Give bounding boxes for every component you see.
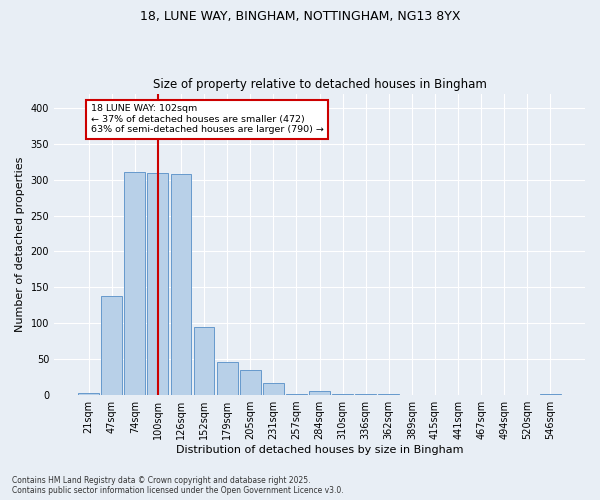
Bar [78,393,99,395]
Text: Contains HM Land Registry data © Crown copyright and database right 2025.
Contai: Contains HM Land Registry data © Crown c… [12,476,344,495]
Bar [217,362,238,395]
Bar [379,394,399,395]
Title: Size of property relative to detached houses in Bingham: Size of property relative to detached ho… [152,78,487,91]
Y-axis label: Number of detached properties: Number of detached properties [15,156,25,332]
Bar [194,327,214,395]
Bar [124,172,145,395]
X-axis label: Distribution of detached houses by size in Bingham: Distribution of detached houses by size … [176,445,463,455]
Bar [309,391,330,395]
Bar [263,383,284,395]
Bar [332,394,353,395]
Bar [101,296,122,395]
Text: 18 LUNE WAY: 102sqm
← 37% of detached houses are smaller (472)
63% of semi-detac: 18 LUNE WAY: 102sqm ← 37% of detached ho… [91,104,324,134]
Text: 18, LUNE WAY, BINGHAM, NOTTINGHAM, NG13 8YX: 18, LUNE WAY, BINGHAM, NOTTINGHAM, NG13 … [140,10,460,23]
Bar [148,172,168,395]
Bar [540,394,561,395]
Bar [286,394,307,395]
Bar [240,370,260,395]
Bar [355,394,376,395]
Bar [170,174,191,395]
